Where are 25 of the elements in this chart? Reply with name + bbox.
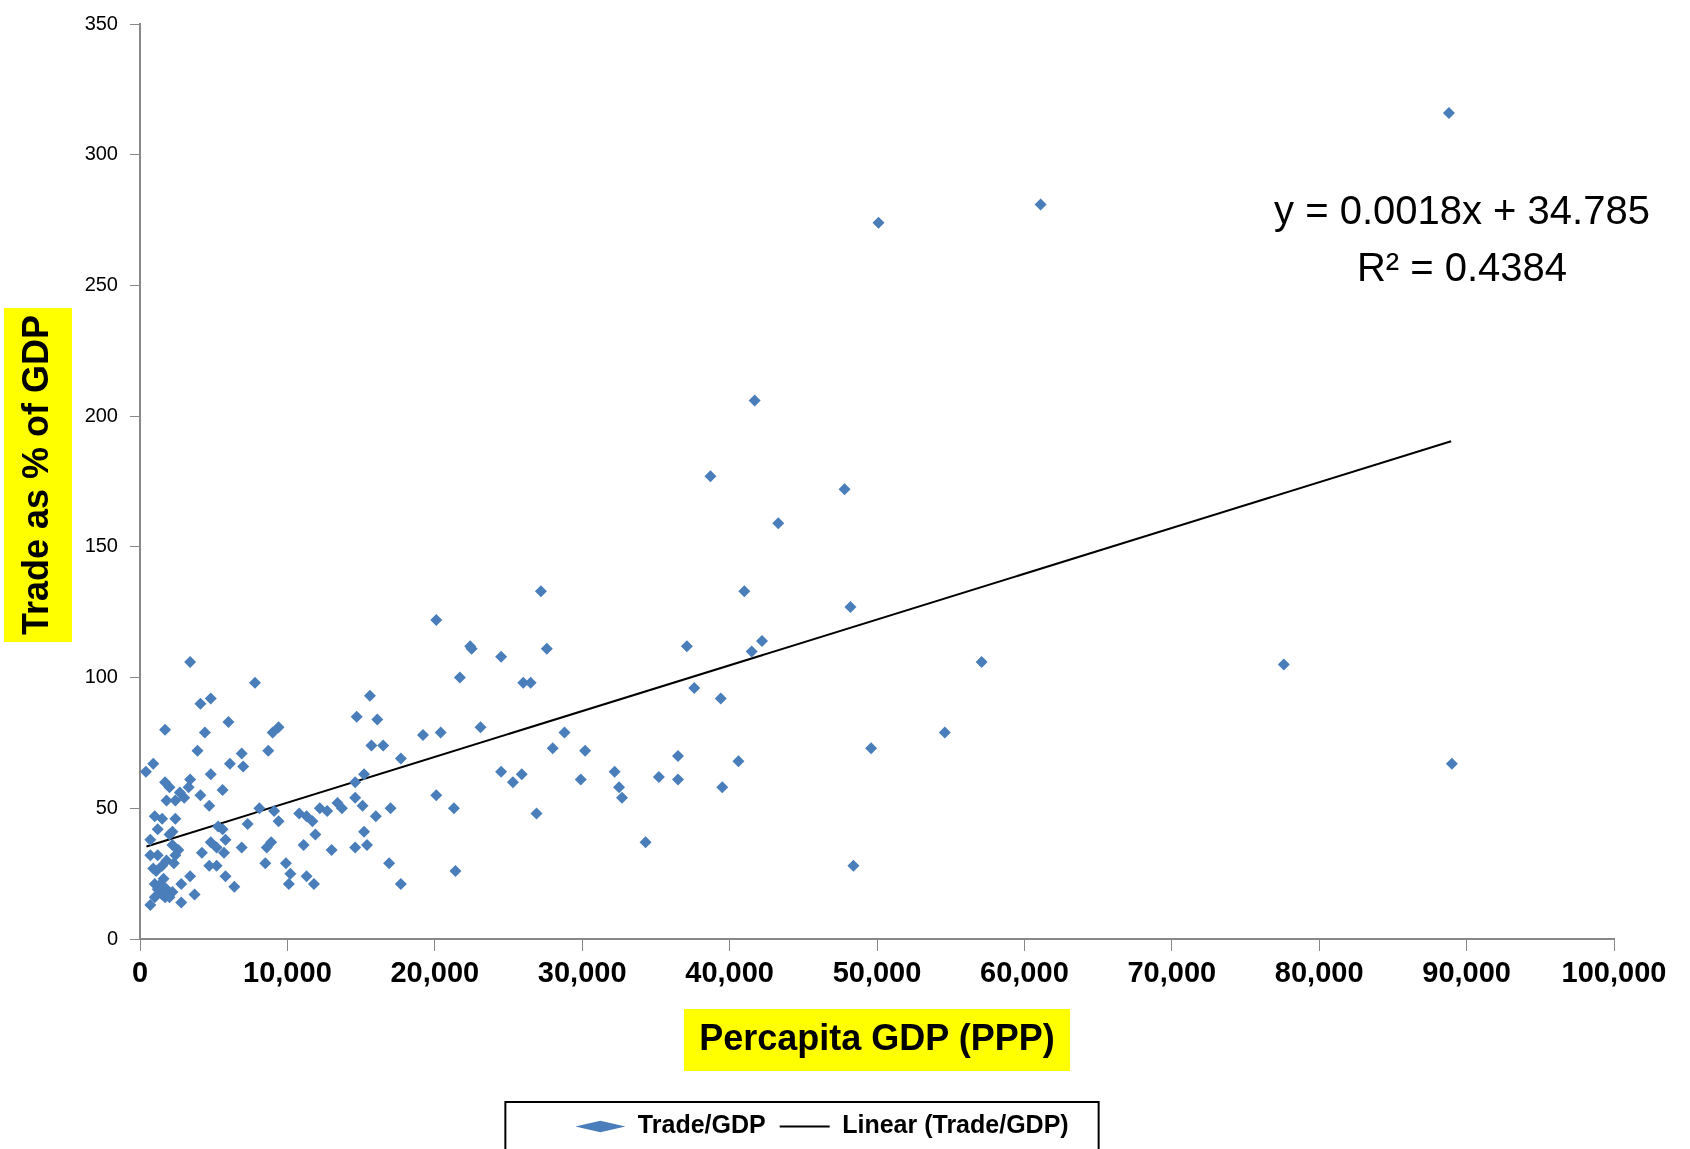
x-tick-label: 70,000 [1127,956,1217,989]
x-axis-title: Percapita GDP (PPP) [699,1016,1055,1058]
y-tick-label: 0 [106,926,118,949]
x-tick-label: 20,000 [390,956,480,989]
x-tick-label: 50,000 [832,956,922,989]
y-axis-title: Trade as % of GDP [14,314,56,636]
y-tick-label: 100 [84,665,118,688]
x-tick-label: 100,000 [1561,956,1667,989]
x-tick-label: 0 [131,956,149,989]
x-tick-label: 10,000 [243,956,332,989]
x-tick-label: 40,000 [685,956,774,989]
y-tick-label: 250 [84,272,118,295]
x-tick-label: 30,000 [537,956,627,989]
y-tick-label: 200 [84,403,118,426]
y-tick-label: 350 [84,11,118,34]
y-tick-label: 150 [84,534,118,557]
annotation: R² = 0.4384 [1356,245,1568,290]
y-tick-label: 50 [95,795,118,818]
y-tick-label: 300 [84,142,118,165]
legend-label: Trade/GDP [637,1110,766,1139]
x-tick-label: 60,000 [980,956,1069,989]
annotation: y = 0.0018x + 34.785 [1274,188,1650,233]
x-tick-label: 90,000 [1422,956,1511,989]
legend-label: Linear (Trade/GDP) [842,1110,1069,1139]
x-tick-label: 80,000 [1274,956,1364,989]
